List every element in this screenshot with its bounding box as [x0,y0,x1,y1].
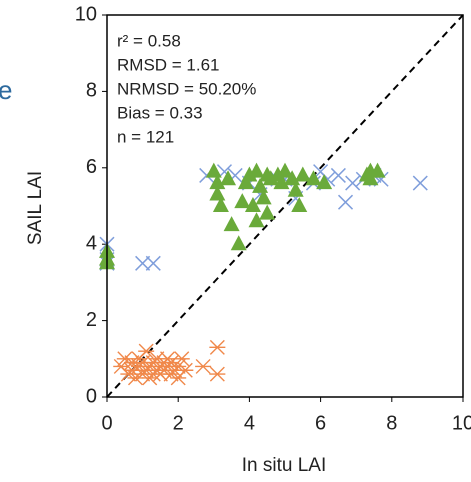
triangle-marker [205,162,222,178]
triangle-marker [252,177,269,193]
annotation: r² = 0.58 [117,31,181,50]
cropped-fragment: e [0,75,12,105]
annotation: RMSD = 1.61 [117,55,220,74]
triangle-marker [277,162,293,178]
x-marker [330,167,346,183]
x-marker-stroke [135,255,151,271]
annotation: Bias = 0.33 [117,103,203,122]
asterisk-stroke [209,339,226,355]
triangle-marker [262,170,279,186]
asterisk-marker [170,358,187,374]
x-marker-stroke [337,194,354,210]
asterisk-stroke [177,362,194,378]
x-marker [345,175,361,191]
asterisk-stroke [173,351,190,367]
x-tick-label: 4 [244,412,255,434]
triangle-marker [234,193,251,209]
triangle-marker [255,189,272,205]
triangle-marker [291,197,308,212]
asterisk-marker [173,351,190,367]
annotation: NRMSD = 50.20% [117,79,256,98]
x-tick-label: 0 [101,412,112,434]
x-tick-label: 10 [452,412,471,434]
asterisk-stroke [163,355,180,371]
triangle-marker [220,170,237,186]
triangle-marker [369,162,386,178]
x-marker-stroke [345,175,361,191]
y-axis-label: SAIL LAI [25,171,46,245]
triangle-marker [230,235,247,251]
asterisk-marker [163,355,180,371]
y-tick-label: 10 [75,3,97,25]
x-marker [145,255,161,271]
triangle-marker [294,166,311,182]
annotation: n = 121 [117,127,174,146]
triangle-marker [316,174,333,190]
triangle-marker [223,216,240,232]
asterisk-stroke [209,366,226,382]
asterisk-stroke [116,351,133,367]
triangle-marker [248,162,265,178]
x-tick-label: 8 [386,412,397,434]
triangle-marker [273,174,290,190]
asterisk-stroke [123,362,140,378]
triangle-marker [284,170,301,186]
y-tick-label: 4 [86,232,97,254]
x-marker-stroke [330,167,346,183]
x-axis-label: In situ LAI [242,455,327,476]
triangle-marker [209,185,226,201]
asterisk-marker [209,339,226,355]
asterisk-stroke [195,358,212,374]
x-marker-stroke [412,175,428,191]
y-tick-label: 8 [86,80,97,102]
triangle-marker [244,197,261,212]
asterisk-stroke [127,370,144,386]
asterisk-stroke [170,358,187,374]
asterisk-marker [177,362,194,378]
y-tick-label: 2 [86,309,97,331]
asterisk-marker [127,370,144,386]
x-marker [412,175,428,191]
triangle-marker [259,204,276,220]
triangle-marker [362,170,379,186]
asterisk-marker [116,351,133,367]
triangle-marker [237,174,254,190]
triangle-marker [212,197,229,212]
one-to-one-line [106,14,464,398]
x-marker-stroke [145,255,161,271]
x-marker [337,194,354,210]
asterisk-marker [209,366,226,382]
triangle-marker [248,212,265,228]
y-tick-label: 6 [86,156,97,178]
y-tick-label: 0 [86,385,97,407]
asterisk-stroke [138,343,155,359]
asterisk-marker [195,358,212,374]
x-marker [135,255,151,271]
asterisk-marker [138,343,155,359]
triangle-marker [287,181,304,197]
plot-frame [106,14,464,398]
asterisk-marker [123,362,140,378]
triangle-marker [209,174,226,190]
triangle-marker [241,166,258,182]
triangle-marker [305,170,322,186]
x-tick-label: 2 [173,412,184,434]
x-tick-label: 6 [315,412,326,434]
